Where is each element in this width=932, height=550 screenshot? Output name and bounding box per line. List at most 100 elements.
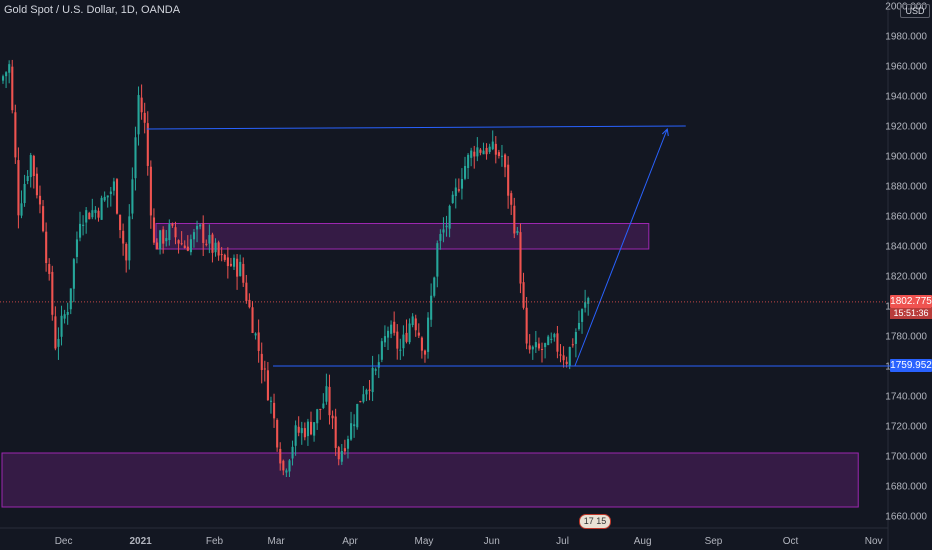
candle-body bbox=[192, 232, 196, 240]
candle-body bbox=[491, 141, 494, 150]
candle-body bbox=[310, 421, 313, 435]
candle-body bbox=[57, 338, 60, 347]
candle-body bbox=[149, 166, 152, 216]
candle-body bbox=[485, 147, 488, 155]
candle-body bbox=[371, 367, 374, 393]
candle-body bbox=[26, 176, 29, 182]
candle-body bbox=[408, 323, 411, 343]
current-price-tag: 1802.775 bbox=[890, 294, 932, 308]
candle-body bbox=[35, 173, 38, 196]
candle-body bbox=[23, 183, 26, 204]
candle-body bbox=[109, 191, 112, 195]
candle-body bbox=[430, 295, 433, 320]
candle-body bbox=[106, 195, 109, 198]
candle-body bbox=[276, 419, 279, 448]
candle-body bbox=[125, 243, 128, 261]
price-tick-label: 1780.000 bbox=[885, 332, 927, 343]
price-tick-label: 1660.000 bbox=[885, 512, 927, 523]
candle-body bbox=[103, 196, 106, 201]
candle-body bbox=[581, 309, 584, 322]
candle-body bbox=[214, 242, 217, 253]
candle-body bbox=[60, 315, 63, 337]
candle-body bbox=[79, 223, 82, 238]
supply-zone[interactable] bbox=[155, 223, 650, 250]
candle-body bbox=[516, 230, 519, 234]
candle-body bbox=[297, 426, 300, 433]
candle-body bbox=[288, 460, 291, 472]
candle-body bbox=[266, 370, 269, 401]
candle-body bbox=[140, 97, 143, 113]
candle-body bbox=[565, 361, 568, 365]
candle-body bbox=[473, 151, 476, 157]
candle-body bbox=[251, 307, 254, 333]
currency-button[interactable]: USD bbox=[900, 4, 930, 18]
candle-body bbox=[257, 332, 260, 351]
candle-body bbox=[399, 349, 402, 351]
price-tick-label: 1860.000 bbox=[885, 212, 927, 223]
candle-body bbox=[223, 254, 226, 260]
candle-body bbox=[541, 348, 544, 350]
time-tick-label: May bbox=[415, 536, 434, 547]
candle-body bbox=[285, 470, 288, 473]
candle-body bbox=[233, 257, 236, 267]
candle-body bbox=[152, 217, 156, 243]
candle-body bbox=[350, 423, 353, 440]
candle-body bbox=[504, 154, 507, 168]
candle-body bbox=[411, 316, 414, 326]
support-level-tag: 1759.952 bbox=[890, 359, 932, 373]
candle-body bbox=[162, 229, 165, 244]
candle-body bbox=[522, 282, 525, 308]
price-tick-label: 1820.000 bbox=[885, 272, 927, 283]
candle-body bbox=[313, 422, 316, 436]
candle-body bbox=[14, 112, 17, 158]
candle-body bbox=[174, 227, 177, 238]
candle-body bbox=[211, 234, 214, 253]
candle-body bbox=[316, 409, 319, 424]
candle-body bbox=[199, 224, 202, 227]
candle-body bbox=[534, 342, 537, 348]
candle-body bbox=[128, 216, 131, 261]
candle-body bbox=[260, 353, 263, 370]
candle-body bbox=[134, 137, 137, 179]
candle-body bbox=[319, 408, 322, 410]
candle-body bbox=[180, 243, 183, 245]
candle-body bbox=[405, 332, 408, 342]
candle-body bbox=[568, 346, 571, 367]
projection-arrow[interactable] bbox=[574, 128, 668, 367]
price-tick-label: 1900.000 bbox=[885, 152, 927, 163]
price-tick-label: 1960.000 bbox=[885, 62, 927, 73]
candle-body bbox=[254, 333, 257, 336]
demand-zone[interactable] bbox=[1, 452, 859, 508]
price-tick-label: 1840.000 bbox=[885, 242, 927, 253]
candle-body bbox=[451, 194, 454, 204]
time-tick-label: Jun bbox=[484, 536, 500, 547]
candle-body bbox=[500, 155, 504, 157]
candle-body bbox=[322, 403, 325, 408]
candle-body bbox=[417, 332, 420, 336]
candle-body bbox=[2, 76, 5, 81]
candle-body bbox=[242, 263, 245, 283]
candle-body bbox=[325, 386, 328, 402]
resistance-line[interactable] bbox=[146, 125, 686, 130]
candle-body bbox=[54, 316, 57, 349]
candle-body bbox=[544, 343, 547, 348]
candle-body bbox=[156, 242, 159, 250]
arrow-head bbox=[661, 127, 669, 137]
candle-body bbox=[229, 263, 233, 266]
candle-body bbox=[48, 264, 51, 274]
events-badge[interactable]: 17 15 bbox=[579, 514, 611, 529]
candle-body bbox=[294, 425, 297, 446]
candle-body bbox=[300, 428, 303, 434]
candle-body bbox=[494, 143, 497, 155]
candle-body bbox=[42, 206, 45, 232]
candle-body bbox=[183, 245, 186, 248]
time-tick-label: Apr bbox=[342, 536, 358, 547]
candle-body bbox=[467, 154, 470, 169]
candle-body bbox=[402, 334, 405, 349]
candle-body bbox=[584, 302, 587, 308]
candle-body bbox=[226, 257, 229, 267]
candle-body bbox=[205, 243, 208, 245]
candle-body bbox=[159, 230, 162, 250]
candle-body bbox=[245, 282, 248, 301]
